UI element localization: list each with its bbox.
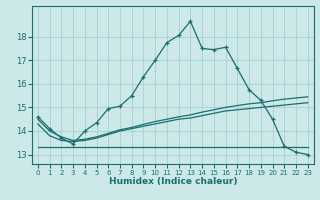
X-axis label: Humidex (Indice chaleur): Humidex (Indice chaleur) (108, 177, 237, 186)
